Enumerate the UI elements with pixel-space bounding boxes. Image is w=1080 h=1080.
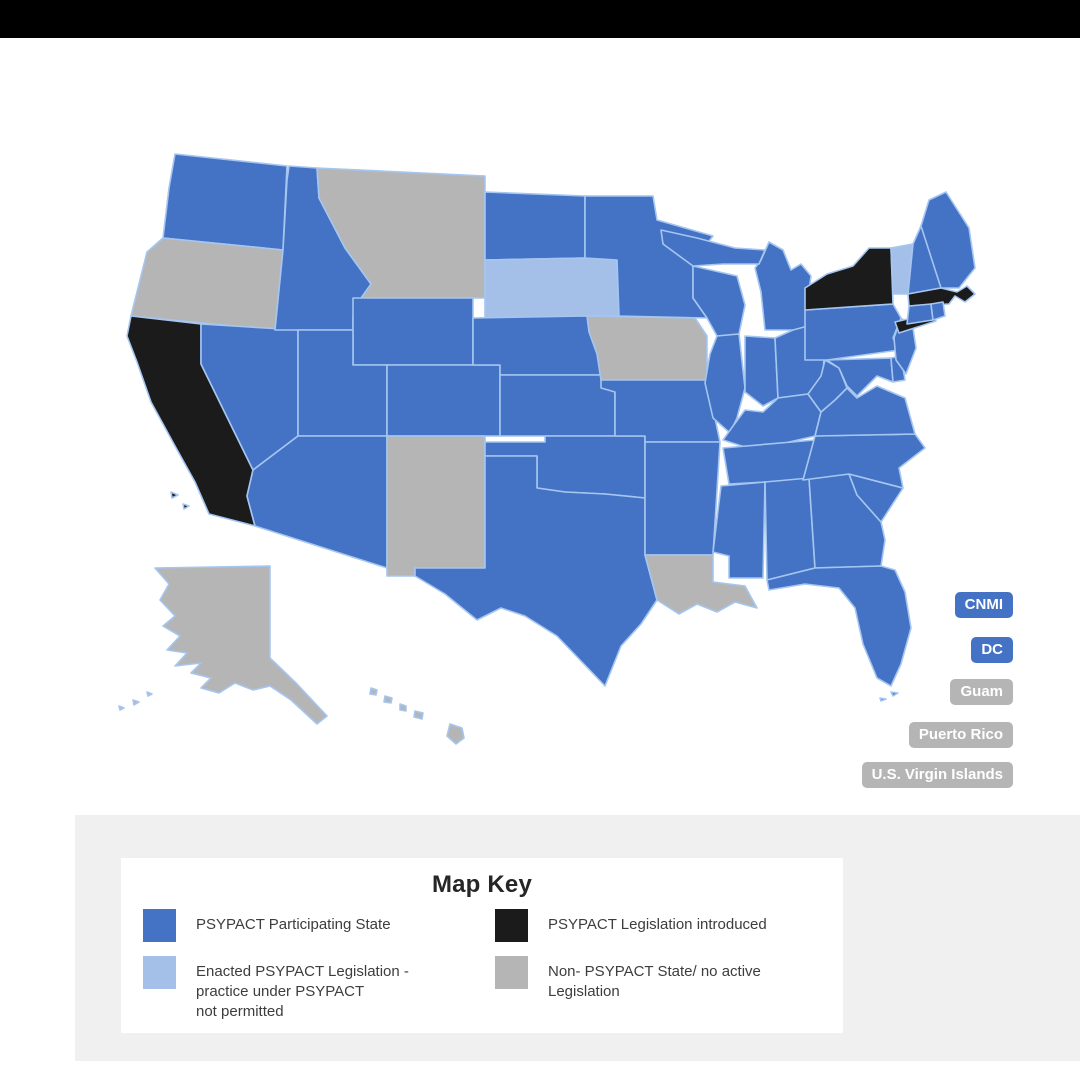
- state-ny[interactable]: New York: [804, 247, 894, 311]
- legend-item-participating: PSYPACT Participating State: [143, 909, 495, 942]
- state-fl-part2[interactable]: Florida: [879, 697, 887, 702]
- state-nm[interactable]: New Mexico: [386, 435, 486, 577]
- legend-swatch-participating: [143, 909, 176, 942]
- badge-us-virgin-islands[interactable]: U.S. Virgin Islands: [861, 762, 1013, 788]
- state-mi-part1[interactable]: Michigan: [660, 229, 766, 267]
- state-ca-part2[interactable]: California: [182, 503, 190, 510]
- state-wy[interactable]: Wyoming: [352, 297, 474, 366]
- badge-puerto-rico[interactable]: Puerto Rico: [908, 722, 1013, 748]
- state-ms[interactable]: Mississippi: [712, 481, 766, 579]
- badge-guam[interactable]: Guam: [950, 679, 1013, 705]
- state-hi-part1[interactable]: Hawaii: [383, 695, 393, 704]
- state-hi[interactable]: Hawaii: [369, 687, 378, 696]
- state-la[interactable]: Louisiana: [644, 554, 758, 615]
- state-mo[interactable]: Missouri: [600, 379, 721, 443]
- legend-item-none: Non- PSYPACT State/ no active Legislatio…: [495, 956, 843, 1021]
- badge-cnmi[interactable]: CNMI: [954, 592, 1013, 618]
- state-ca-part1[interactable]: California: [170, 491, 179, 499]
- legend-swatch-enacted_not_permitted: [143, 956, 176, 989]
- state-fl-part1[interactable]: Florida: [890, 691, 899, 697]
- state-pa[interactable]: Pennsylvania: [804, 303, 902, 361]
- state-in[interactable]: Indiana: [744, 335, 779, 407]
- map-key-title: Map Key: [431, 871, 533, 898]
- legend-swatch-none: [495, 956, 528, 989]
- state-wa[interactable]: Washington: [162, 153, 288, 251]
- badge-dc[interactable]: DC: [971, 637, 1013, 663]
- state-tn[interactable]: Tennessee: [722, 439, 816, 485]
- state-tx[interactable]: Texas: [414, 455, 658, 687]
- state-hi-part3[interactable]: Hawaii: [413, 710, 424, 720]
- us-map-container: WashingtonOregonCaliforniaCaliforniaCali…: [105, 140, 1055, 800]
- state-co[interactable]: Colorado: [386, 364, 501, 437]
- legend-item-introduced: PSYPACT Legislation introduced: [495, 909, 843, 942]
- state-sd[interactable]: South Dakota: [484, 257, 620, 319]
- top-black-bar: [0, 0, 1080, 38]
- state-ks[interactable]: Kansas: [499, 374, 616, 437]
- state-ct[interactable]: Connecticut: [906, 303, 934, 325]
- map-key-legend: PSYPACT Participating State PSYPACT Legis…: [121, 899, 843, 1021]
- map-key-box: Map Key PSYPACT Participating State PSYPA…: [121, 858, 843, 1033]
- state-fl[interactable]: Florida: [766, 565, 912, 687]
- legend-label-none: Non- PSYPACT State/ no active Legislatio…: [548, 963, 761, 1000]
- state-hi-part4[interactable]: Hawaii: [446, 723, 465, 745]
- map-key-panel: Map Key PSYPACT Participating State PSYPA…: [75, 815, 1080, 1061]
- state-nc[interactable]: North Carolina: [802, 433, 926, 489]
- state-ia[interactable]: Iowa: [586, 315, 708, 381]
- state-ar[interactable]: Arkansas: [644, 441, 721, 556]
- state-ri[interactable]: Rhode Island: [930, 301, 946, 321]
- legend-swatch-introduced: [495, 909, 528, 942]
- legend-label-introduced: PSYPACT Legislation introduced: [548, 916, 767, 933]
- state-ak[interactable]: Alaska: [154, 565, 328, 725]
- state-or[interactable]: Oregon: [130, 237, 284, 331]
- state-ak-part3[interactable]: Alaska: [146, 691, 153, 697]
- state-ak-part1[interactable]: Alaska: [132, 699, 140, 706]
- legend-item-enacted_not_permitted: Enacted PSYPACT Legislation - practice u…: [143, 956, 495, 1021]
- state-al[interactable]: Alabama: [764, 477, 816, 581]
- state-ak-part2[interactable]: Alaska: [118, 705, 125, 711]
- us-map: WashingtonOregonCaliforniaCaliforniaCali…: [118, 153, 976, 745]
- state-hi-part2[interactable]: Hawaii: [399, 703, 407, 712]
- legend-label-enacted_not_permitted: Enacted PSYPACT Legislation - practice u…: [196, 963, 409, 1020]
- legend-label-participating: PSYPACT Participating State: [196, 916, 391, 933]
- state-nd[interactable]: North Dakota: [484, 191, 586, 261]
